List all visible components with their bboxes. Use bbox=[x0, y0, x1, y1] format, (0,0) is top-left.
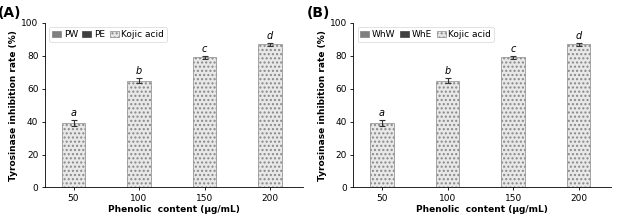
Bar bbox=[436, 81, 460, 187]
Bar bbox=[370, 123, 394, 187]
Text: b: b bbox=[444, 66, 450, 76]
Legend: PW, PE, Kojic acid: PW, PE, Kojic acid bbox=[49, 28, 167, 42]
X-axis label: Phenolic  content (μg/mL): Phenolic content (μg/mL) bbox=[416, 205, 549, 214]
Text: a: a bbox=[70, 108, 77, 118]
Text: (B): (B) bbox=[307, 6, 330, 20]
Bar bbox=[502, 57, 525, 187]
Bar bbox=[567, 44, 590, 187]
Bar bbox=[193, 57, 217, 187]
Text: d: d bbox=[267, 31, 273, 41]
Bar bbox=[259, 44, 282, 187]
Text: c: c bbox=[202, 44, 207, 53]
Y-axis label: Tyrosinase inhibition rate (%): Tyrosinase inhibition rate (%) bbox=[318, 30, 327, 181]
Bar bbox=[62, 123, 85, 187]
Legend: WhW, WhE, Kojic acid: WhW, WhE, Kojic acid bbox=[358, 28, 494, 42]
Text: c: c bbox=[510, 44, 516, 53]
Y-axis label: Tyrosinase inhibition rate (%): Tyrosinase inhibition rate (%) bbox=[9, 30, 19, 181]
Text: d: d bbox=[576, 31, 582, 41]
Text: b: b bbox=[136, 66, 142, 76]
Bar bbox=[127, 81, 151, 187]
Text: a: a bbox=[379, 108, 385, 118]
Text: (A): (A) bbox=[0, 6, 22, 20]
X-axis label: Phenolic  content (μg/mL): Phenolic content (μg/mL) bbox=[108, 205, 240, 214]
